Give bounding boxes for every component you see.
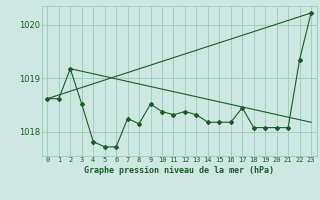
X-axis label: Graphe pression niveau de la mer (hPa): Graphe pression niveau de la mer (hPa)	[84, 166, 274, 175]
